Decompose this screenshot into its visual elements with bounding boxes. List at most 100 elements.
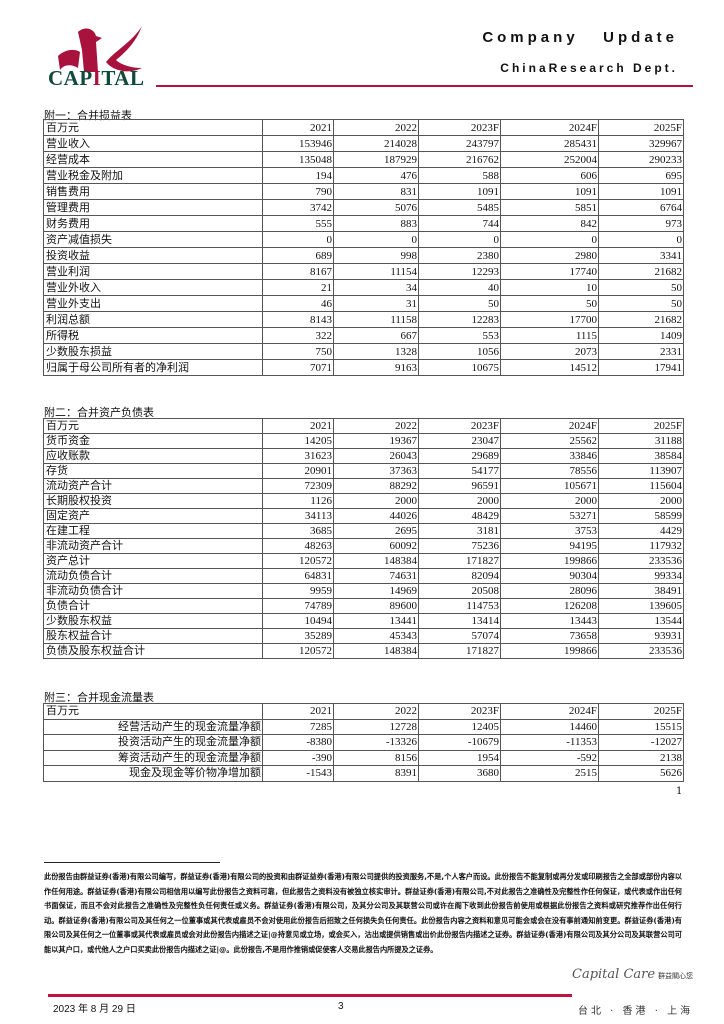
row-label: 货币资金 — [43, 433, 263, 449]
row-value: 252004 — [500, 151, 599, 168]
table-row: 流动资产合计 72309 88292 96591 105671 115604 — [43, 478, 684, 494]
row-value: 285431 — [500, 135, 599, 152]
row-value: 1091 — [418, 183, 501, 200]
footnote-marker: 1 — [676, 786, 683, 797]
row-value: 8143 — [262, 311, 334, 328]
row-value: 322 — [262, 327, 334, 344]
table-row: 归属于母公司所有者的净利润 7071 9163 10675 14512 17941 — [43, 359, 684, 376]
table-row: 货币资金 14205 19367 23047 25562 31188 — [43, 433, 684, 449]
row-value: 199866 — [500, 553, 599, 569]
row-label: 投资收益 — [43, 247, 263, 264]
row-value: 842 — [500, 215, 599, 232]
row-value: 33846 — [500, 448, 599, 464]
row-value: 120572 — [262, 553, 334, 569]
row-value: 74631 — [333, 568, 419, 584]
row-value: 171827 — [418, 553, 501, 569]
row-value: 3742 — [262, 199, 334, 216]
row-value: 75236 — [418, 538, 501, 554]
row-value: 2331 — [598, 343, 684, 360]
row-label: 股东权益合计 — [43, 628, 263, 644]
row-value: 1115 — [500, 327, 599, 344]
row-label: 应收账款 — [43, 448, 263, 464]
table-row: 资产总计 120572 148384 171827 199866 233536 — [43, 553, 684, 569]
table-row: 非流动资产合计 48263 60092 75236 94195 117932 — [43, 538, 684, 554]
table-row: 筹资活动产生的现金流量净额 -390 8156 1954 -592 2138 — [43, 749, 684, 766]
row-value: 233536 — [598, 553, 684, 569]
row-value: -12027 — [598, 734, 684, 751]
row-value: 3753 — [500, 523, 599, 539]
row-label: 流动负债合计 — [43, 568, 263, 584]
row-value: 0 — [262, 231, 334, 248]
table-header-row: 百万元 2021 2022 2023F 2024F 2025F — [43, 119, 684, 136]
column-header-year: 2024F — [500, 418, 599, 434]
row-value: 2380 — [418, 247, 501, 264]
row-value: 2000 — [598, 493, 684, 509]
row-value: 9163 — [333, 359, 419, 376]
row-value: 14205 — [262, 433, 334, 449]
row-value: 34113 — [262, 508, 334, 524]
row-value: 1056 — [418, 343, 501, 360]
row-value: 57074 — [418, 628, 501, 644]
row-label: 在建工程 — [43, 523, 263, 539]
row-label: 管理费用 — [43, 199, 263, 216]
row-value: 606 — [500, 167, 599, 184]
row-label: 营业税金及附加 — [43, 167, 263, 184]
table-row: 流动负债合计 64831 74631 82094 90304 99334 — [43, 568, 684, 584]
row-value: 243797 — [418, 135, 501, 152]
row-value: 1328 — [333, 343, 419, 360]
row-value: 553 — [418, 327, 501, 344]
table-row: 经营成本 135048 187929 216762 252004 290233 — [43, 151, 684, 168]
row-value: 689 — [262, 247, 334, 264]
row-value: 64831 — [262, 568, 334, 584]
row-value: 96591 — [418, 478, 501, 494]
row-value: 2000 — [500, 493, 599, 509]
row-label: 长期股权投资 — [43, 493, 263, 509]
row-label: 现金及现金等价物净增加额 — [43, 765, 263, 782]
row-value: -10679 — [418, 734, 501, 751]
row-value: 10494 — [262, 613, 334, 629]
row-label: 资产总计 — [43, 553, 263, 569]
row-value: -390 — [262, 749, 334, 766]
row-value: 831 — [333, 183, 419, 200]
row-value: 50 — [500, 295, 599, 312]
row-value: 9959 — [262, 583, 334, 599]
table-row: 应收账款 31623 26043 29689 33846 38584 — [43, 448, 684, 464]
row-value: 120572 — [262, 643, 334, 659]
row-value: 194 — [262, 167, 334, 184]
row-value: 93931 — [598, 628, 684, 644]
row-value: 37363 — [333, 463, 419, 479]
row-value: 46 — [262, 295, 334, 312]
row-value: 38491 — [598, 583, 684, 599]
income-statement-title: 附一：合并损益表 — [44, 109, 132, 122]
column-header-year: 2024F — [500, 119, 599, 136]
row-value: 233536 — [598, 643, 684, 659]
row-label: 流动资产合计 — [43, 478, 263, 494]
row-label: 资产减值损失 — [43, 231, 263, 248]
row-value: 695 — [598, 167, 684, 184]
column-header-year: 2024F — [500, 703, 599, 720]
report-type-title: Company Update — [482, 29, 678, 46]
row-label: 投资活动产生的现金流量净额 — [43, 734, 263, 751]
row-label: 归属于母公司所有者的净利润 — [43, 359, 263, 376]
row-value: 3181 — [418, 523, 501, 539]
table-row: 资产减值损失 0 0 0 0 0 — [43, 231, 684, 248]
row-value: 139605 — [598, 598, 684, 614]
column-header-year: 2021 — [262, 418, 334, 434]
cash-flow-table: 百万元 2021 2022 2023F 2024F 2025F 经营活动产生的现金流量净额 7… — [43, 703, 684, 782]
row-value: 187929 — [333, 151, 419, 168]
row-value: 13414 — [418, 613, 501, 629]
row-value: 588 — [418, 167, 501, 184]
row-label: 所得税 — [43, 327, 263, 344]
row-value: 28096 — [500, 583, 599, 599]
row-value: 5485 — [418, 199, 501, 216]
column-header-unit: 百万元 — [43, 418, 263, 434]
row-value: 1091 — [598, 183, 684, 200]
row-label: 营业外支出 — [43, 295, 263, 312]
row-value: 5076 — [333, 199, 419, 216]
row-value: 8167 — [262, 263, 334, 280]
row-value: 5851 — [500, 199, 599, 216]
table-header-row: 百万元 2021 2022 2023F 2024F 2025F — [43, 703, 684, 720]
row-value: 15515 — [598, 718, 684, 735]
row-value: 12728 — [333, 718, 419, 735]
page-number: 3 — [338, 1001, 344, 1012]
